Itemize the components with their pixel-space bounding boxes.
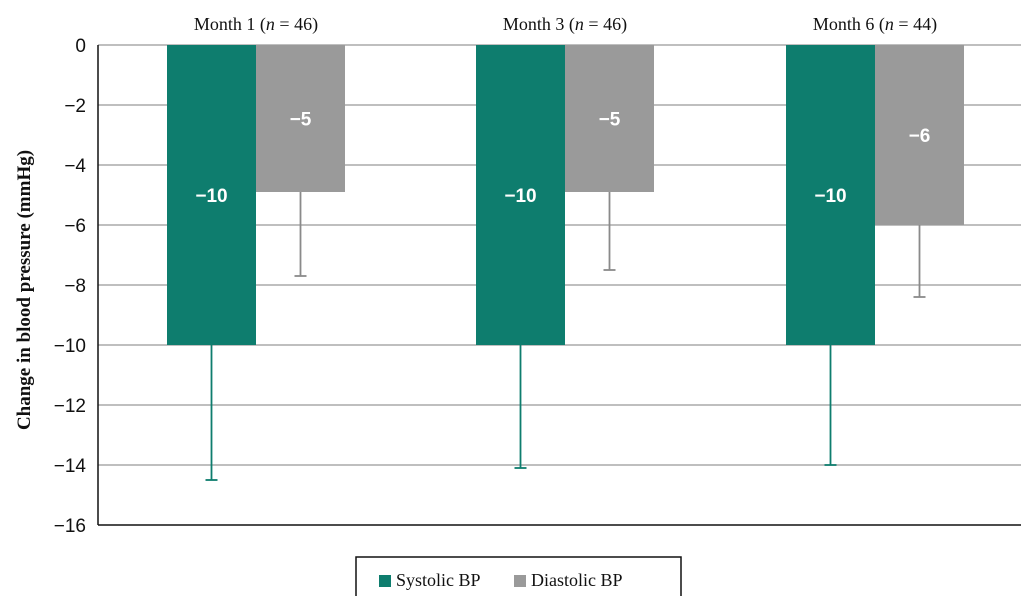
category-labels: Month 1 (n = 46) Month 3 (n = 46) Month 6 … [194,14,937,35]
y-tick-labels: 0 −2 −4 −6 −8 −10 −12 −14 −16 [54,36,87,537]
data-label: −6 [909,126,931,147]
bar-diastolic [565,45,654,192]
category-label: Month 6 (n = 44) [813,14,937,35]
data-label: −10 [814,186,846,207]
legend: Systolic BP Diastolic BP [355,556,682,596]
data-labels: −10 −10 −10 −5 −5 −6 [195,110,930,208]
data-label: −10 [504,186,536,207]
bar-diastolic [256,45,345,192]
bar-systolic [786,45,875,345]
legend-label-diastolic: Diastolic BP [531,570,623,590]
error-bars [205,192,926,481]
y-tick-label: −16 [54,516,86,537]
bar-systolic [476,45,565,345]
legend-swatch-diastolic [514,575,526,587]
y-tick-label: 0 [75,36,86,57]
category-label: Month 3 (n = 46) [503,14,627,35]
data-label: −10 [195,186,227,207]
y-tick-label: −14 [54,456,87,477]
y-tick-label: −10 [54,336,86,357]
y-tick-label: −12 [54,396,86,417]
bars [167,45,964,345]
y-tick-label: −8 [64,276,86,297]
y-tick-label: −2 [64,96,86,117]
y-axis-label: Change in blood pressure (mmHg) [14,150,35,430]
data-label: −5 [290,110,312,131]
bar-diastolic [875,45,964,225]
y-tick-label: −4 [64,156,86,177]
category-label: Month 1 (n = 46) [194,14,318,35]
y-tick-label: −6 [64,216,86,237]
data-label: −5 [599,110,621,131]
bar-systolic [167,45,256,345]
legend-label-systolic: Systolic BP [396,570,481,590]
legend-swatch-systolic [379,575,391,587]
axes [97,45,1021,526]
